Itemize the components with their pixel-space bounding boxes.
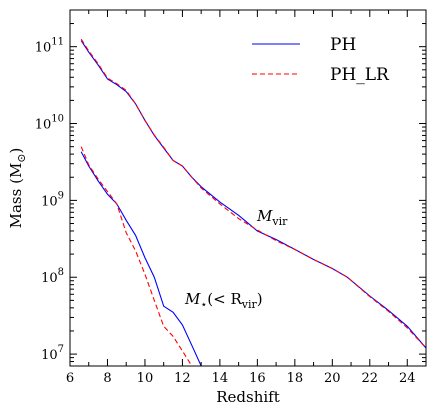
series-line-m-star-ph-lr: [80, 146, 193, 366]
annotation-m-star-tail-sub: vir: [241, 298, 258, 311]
x-tick-label: 16: [249, 371, 266, 386]
x-tick-label: 24: [399, 371, 416, 386]
annotation-m-vir: Mvir: [256, 207, 288, 228]
y-axis-title: Mass (M⊙): [7, 148, 28, 229]
series-line-m-vir-ph-lr: [80, 38, 426, 349]
y-tick-label: 108: [41, 267, 64, 286]
y-tick-label: 1010: [35, 114, 64, 133]
annotation-m-vir-main: M: [256, 207, 273, 225]
series-line-m-star-ph: [80, 151, 202, 366]
annotation-m-star-close: ): [257, 290, 263, 308]
x-tick-label: 14: [212, 371, 229, 386]
x-axis-title: Redshift: [216, 388, 280, 406]
x-tick-label: 8: [103, 371, 111, 386]
x-tick-label: 18: [287, 371, 304, 386]
series-layer: [80, 38, 426, 366]
x-tick-label: 10: [137, 371, 154, 386]
x-tick-label: 22: [362, 371, 379, 386]
legend-label-ph: PH: [330, 35, 356, 55]
y-axis-title-close: ): [7, 148, 25, 154]
y-tick-label: 109: [41, 190, 64, 209]
plot-frame: [69, 9, 427, 367]
y-tick-label: 107: [41, 344, 64, 363]
y-tick-label: 1011: [35, 37, 64, 56]
legend: PH PH_LR: [252, 35, 390, 85]
x-tick-label: 20: [324, 371, 341, 386]
y-axis-title-main: Mass (M: [7, 163, 25, 229]
legend-label-ph-lr: PH_LR: [330, 65, 390, 85]
x-tick-label: 6: [66, 371, 74, 386]
annotation-m-star-tail: (< R: [207, 290, 242, 308]
y-axis-title-sub: ⊙: [15, 153, 28, 162]
x-tick-label: 12: [174, 371, 191, 386]
ticks-layer: 6 8 10 12 14 16 18 20 22 24 107 108 109 1010 1011: [35, 9, 427, 386]
annotation-m-star-main: M: [184, 290, 201, 308]
annotation-m-star-sub: ⋆: [200, 298, 207, 311]
annotation-m-vir-sub: vir: [271, 215, 288, 228]
annotation-m-star: M⋆(< Rvir): [184, 290, 263, 311]
